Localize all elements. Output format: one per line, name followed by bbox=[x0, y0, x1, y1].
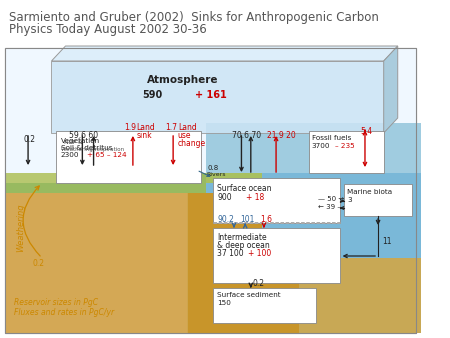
Polygon shape bbox=[384, 46, 398, 133]
Text: 900: 900 bbox=[217, 193, 232, 202]
Text: Soil & detritus: Soil & detritus bbox=[61, 145, 112, 151]
Text: change: change bbox=[178, 140, 206, 148]
FancyBboxPatch shape bbox=[213, 288, 316, 323]
Polygon shape bbox=[206, 173, 421, 258]
Text: 11: 11 bbox=[382, 237, 392, 245]
Text: sink: sink bbox=[137, 131, 152, 141]
Polygon shape bbox=[4, 48, 416, 333]
Text: 150: 150 bbox=[217, 300, 231, 306]
Text: 59.6 60: 59.6 60 bbox=[69, 130, 99, 140]
Text: use: use bbox=[178, 131, 191, 141]
Polygon shape bbox=[299, 258, 421, 333]
Text: + 100: + 100 bbox=[248, 249, 271, 258]
Text: 2300: 2300 bbox=[61, 152, 79, 158]
Text: 0.2: 0.2 bbox=[33, 259, 45, 267]
Text: Land: Land bbox=[178, 123, 197, 132]
Text: + 65 – 124: + 65 – 124 bbox=[87, 152, 126, 158]
Text: 590: 590 bbox=[142, 90, 162, 100]
FancyBboxPatch shape bbox=[4, 48, 416, 333]
Text: Weathering respiration: Weathering respiration bbox=[61, 146, 124, 151]
Polygon shape bbox=[4, 173, 206, 193]
Polygon shape bbox=[187, 193, 299, 333]
Text: Reservoir sizes in PgC: Reservoir sizes in PgC bbox=[14, 298, 98, 307]
Text: Sarmiento and Gruber (2002)  Sinks for Anthropogenic Carbon: Sarmiento and Gruber (2002) Sinks for An… bbox=[9, 11, 379, 24]
FancyBboxPatch shape bbox=[56, 131, 201, 183]
Text: 0.2: 0.2 bbox=[23, 135, 36, 144]
Text: Physics Today August 2002 30-36: Physics Today August 2002 30-36 bbox=[9, 23, 207, 36]
FancyBboxPatch shape bbox=[309, 131, 384, 173]
Text: + 18: + 18 bbox=[246, 193, 264, 202]
Text: ← 39 —: ← 39 — bbox=[318, 204, 345, 210]
Text: Fossil fuels: Fossil fuels bbox=[312, 135, 351, 141]
FancyBboxPatch shape bbox=[213, 228, 340, 283]
Text: Rivers: Rivers bbox=[206, 172, 225, 177]
Text: Surface sediment: Surface sediment bbox=[217, 292, 281, 298]
Text: 1.9: 1.9 bbox=[125, 123, 136, 132]
Text: 21.9 20: 21.9 20 bbox=[267, 130, 296, 140]
Polygon shape bbox=[206, 123, 421, 173]
Text: 1.7: 1.7 bbox=[166, 123, 178, 132]
Text: 1.6: 1.6 bbox=[260, 216, 272, 224]
Text: – 235: – 235 bbox=[335, 143, 355, 149]
Polygon shape bbox=[4, 193, 187, 333]
Text: 5.4: 5.4 bbox=[360, 126, 373, 136]
Text: 90.2: 90.2 bbox=[217, 216, 234, 224]
Text: NPP &: NPP & bbox=[63, 141, 82, 145]
Text: & deep ocean: & deep ocean bbox=[217, 241, 270, 250]
Text: Surface ocean: Surface ocean bbox=[217, 184, 272, 193]
Text: — 50 →: — 50 → bbox=[318, 196, 344, 202]
FancyBboxPatch shape bbox=[344, 184, 412, 216]
Text: Land: Land bbox=[137, 123, 155, 132]
Polygon shape bbox=[187, 173, 262, 183]
Text: Fluxes and rates in PgC/yr: Fluxes and rates in PgC/yr bbox=[14, 308, 114, 317]
Polygon shape bbox=[4, 173, 206, 193]
Text: 70.6 70: 70.6 70 bbox=[232, 130, 261, 140]
Polygon shape bbox=[51, 46, 398, 61]
Text: + 161: + 161 bbox=[195, 90, 226, 100]
Text: Weathering: Weathering bbox=[16, 204, 25, 252]
Text: Atmosphere: Atmosphere bbox=[147, 75, 218, 85]
Text: 3: 3 bbox=[347, 197, 352, 203]
FancyBboxPatch shape bbox=[51, 61, 384, 133]
FancyBboxPatch shape bbox=[213, 178, 340, 223]
Text: 0.8: 0.8 bbox=[208, 165, 219, 171]
Text: 3700: 3700 bbox=[312, 143, 330, 149]
Text: Marine biota: Marine biota bbox=[347, 189, 392, 195]
Text: 37 100: 37 100 bbox=[217, 249, 244, 258]
Text: 101: 101 bbox=[240, 216, 255, 224]
Text: 0.2: 0.2 bbox=[253, 279, 265, 288]
Text: Vegetation: Vegetation bbox=[61, 138, 100, 144]
Text: Intermediate: Intermediate bbox=[217, 233, 267, 242]
